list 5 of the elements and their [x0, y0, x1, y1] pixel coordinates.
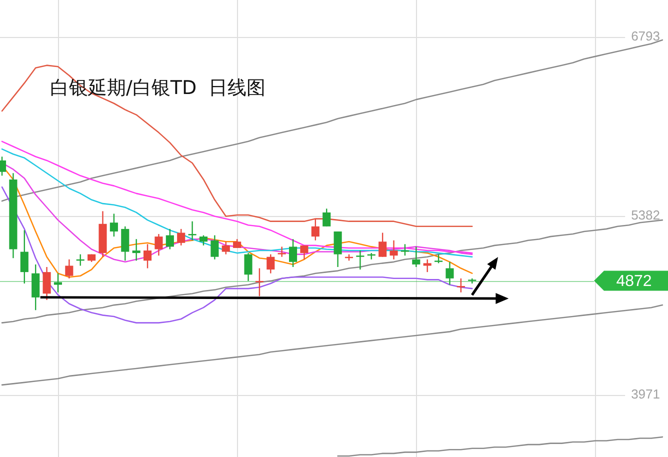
y-tick-label: 5382 — [631, 208, 660, 223]
y-tick-label: 6793 — [631, 28, 660, 44]
y-tick-label: 3971 — [631, 386, 660, 402]
text: 白银延期/白银TD 日线图 — [50, 76, 266, 100]
ref-line-label: 4872 — [616, 273, 652, 290]
